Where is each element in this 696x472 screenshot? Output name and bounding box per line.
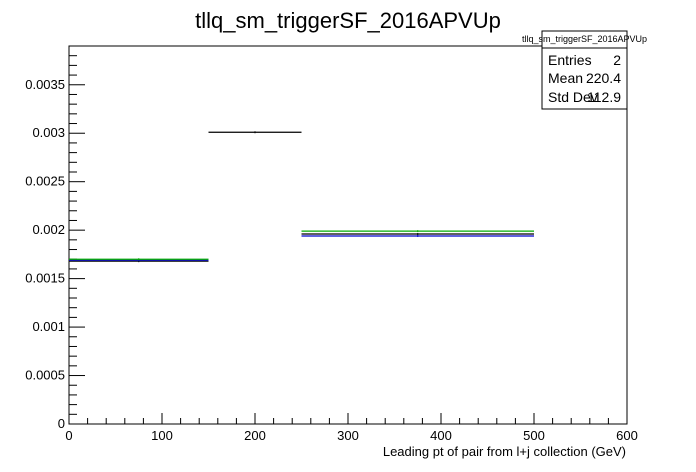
stats-stddev-value: 112.9 [587, 89, 621, 105]
x-tick-label: 300 [337, 428, 359, 443]
stats-mean-value: 220.4 [586, 70, 621, 86]
stats-box-title: tllq_sm_triggerSF_2016APVUp [522, 34, 647, 44]
stats-stddev-label: Std Dev [548, 89, 598, 105]
y-tick-label: 0.0005 [25, 368, 65, 383]
y-tick-label: 0.0025 [25, 174, 65, 189]
x-tick-label: 400 [430, 428, 452, 443]
x-axis: 0 100 200 300 400 500 600 [65, 413, 638, 443]
y-tick-label: 0 [58, 416, 65, 431]
stats-entries-label: Entries [548, 52, 592, 68]
y-axis: 0 0.0005 0.001 0.0015 0.002 0.0025 0.003 0.0035 [25, 45, 85, 431]
stats-mean-label: Mean [548, 70, 583, 86]
x-tick-label: 0 [65, 428, 72, 443]
x-tick-label: 100 [151, 428, 173, 443]
y-tick-label: 0.0015 [25, 271, 65, 286]
histogram-bins [69, 131, 534, 263]
stats-entries-value: 2 [613, 52, 621, 68]
stats-box-frame [541, 30, 628, 110]
y-tick-label: 0.001 [32, 319, 65, 334]
x-tick-label: 500 [523, 428, 545, 443]
x-tick-label: 600 [616, 428, 638, 443]
x-axis-label: Leading pt of pair from l+j collection (… [383, 444, 626, 459]
x-tick-label: 200 [244, 428, 266, 443]
chart-title: tllq_sm_triggerSF_2016APVUp [195, 8, 501, 33]
stats-box: tllq_sm_triggerSF_2016APVUp Entries 2 Me… [522, 30, 647, 110]
y-tick-label: 0.0035 [25, 77, 65, 92]
y-tick-label: 0.002 [32, 222, 65, 237]
y-tick-label: 0.003 [32, 125, 65, 140]
